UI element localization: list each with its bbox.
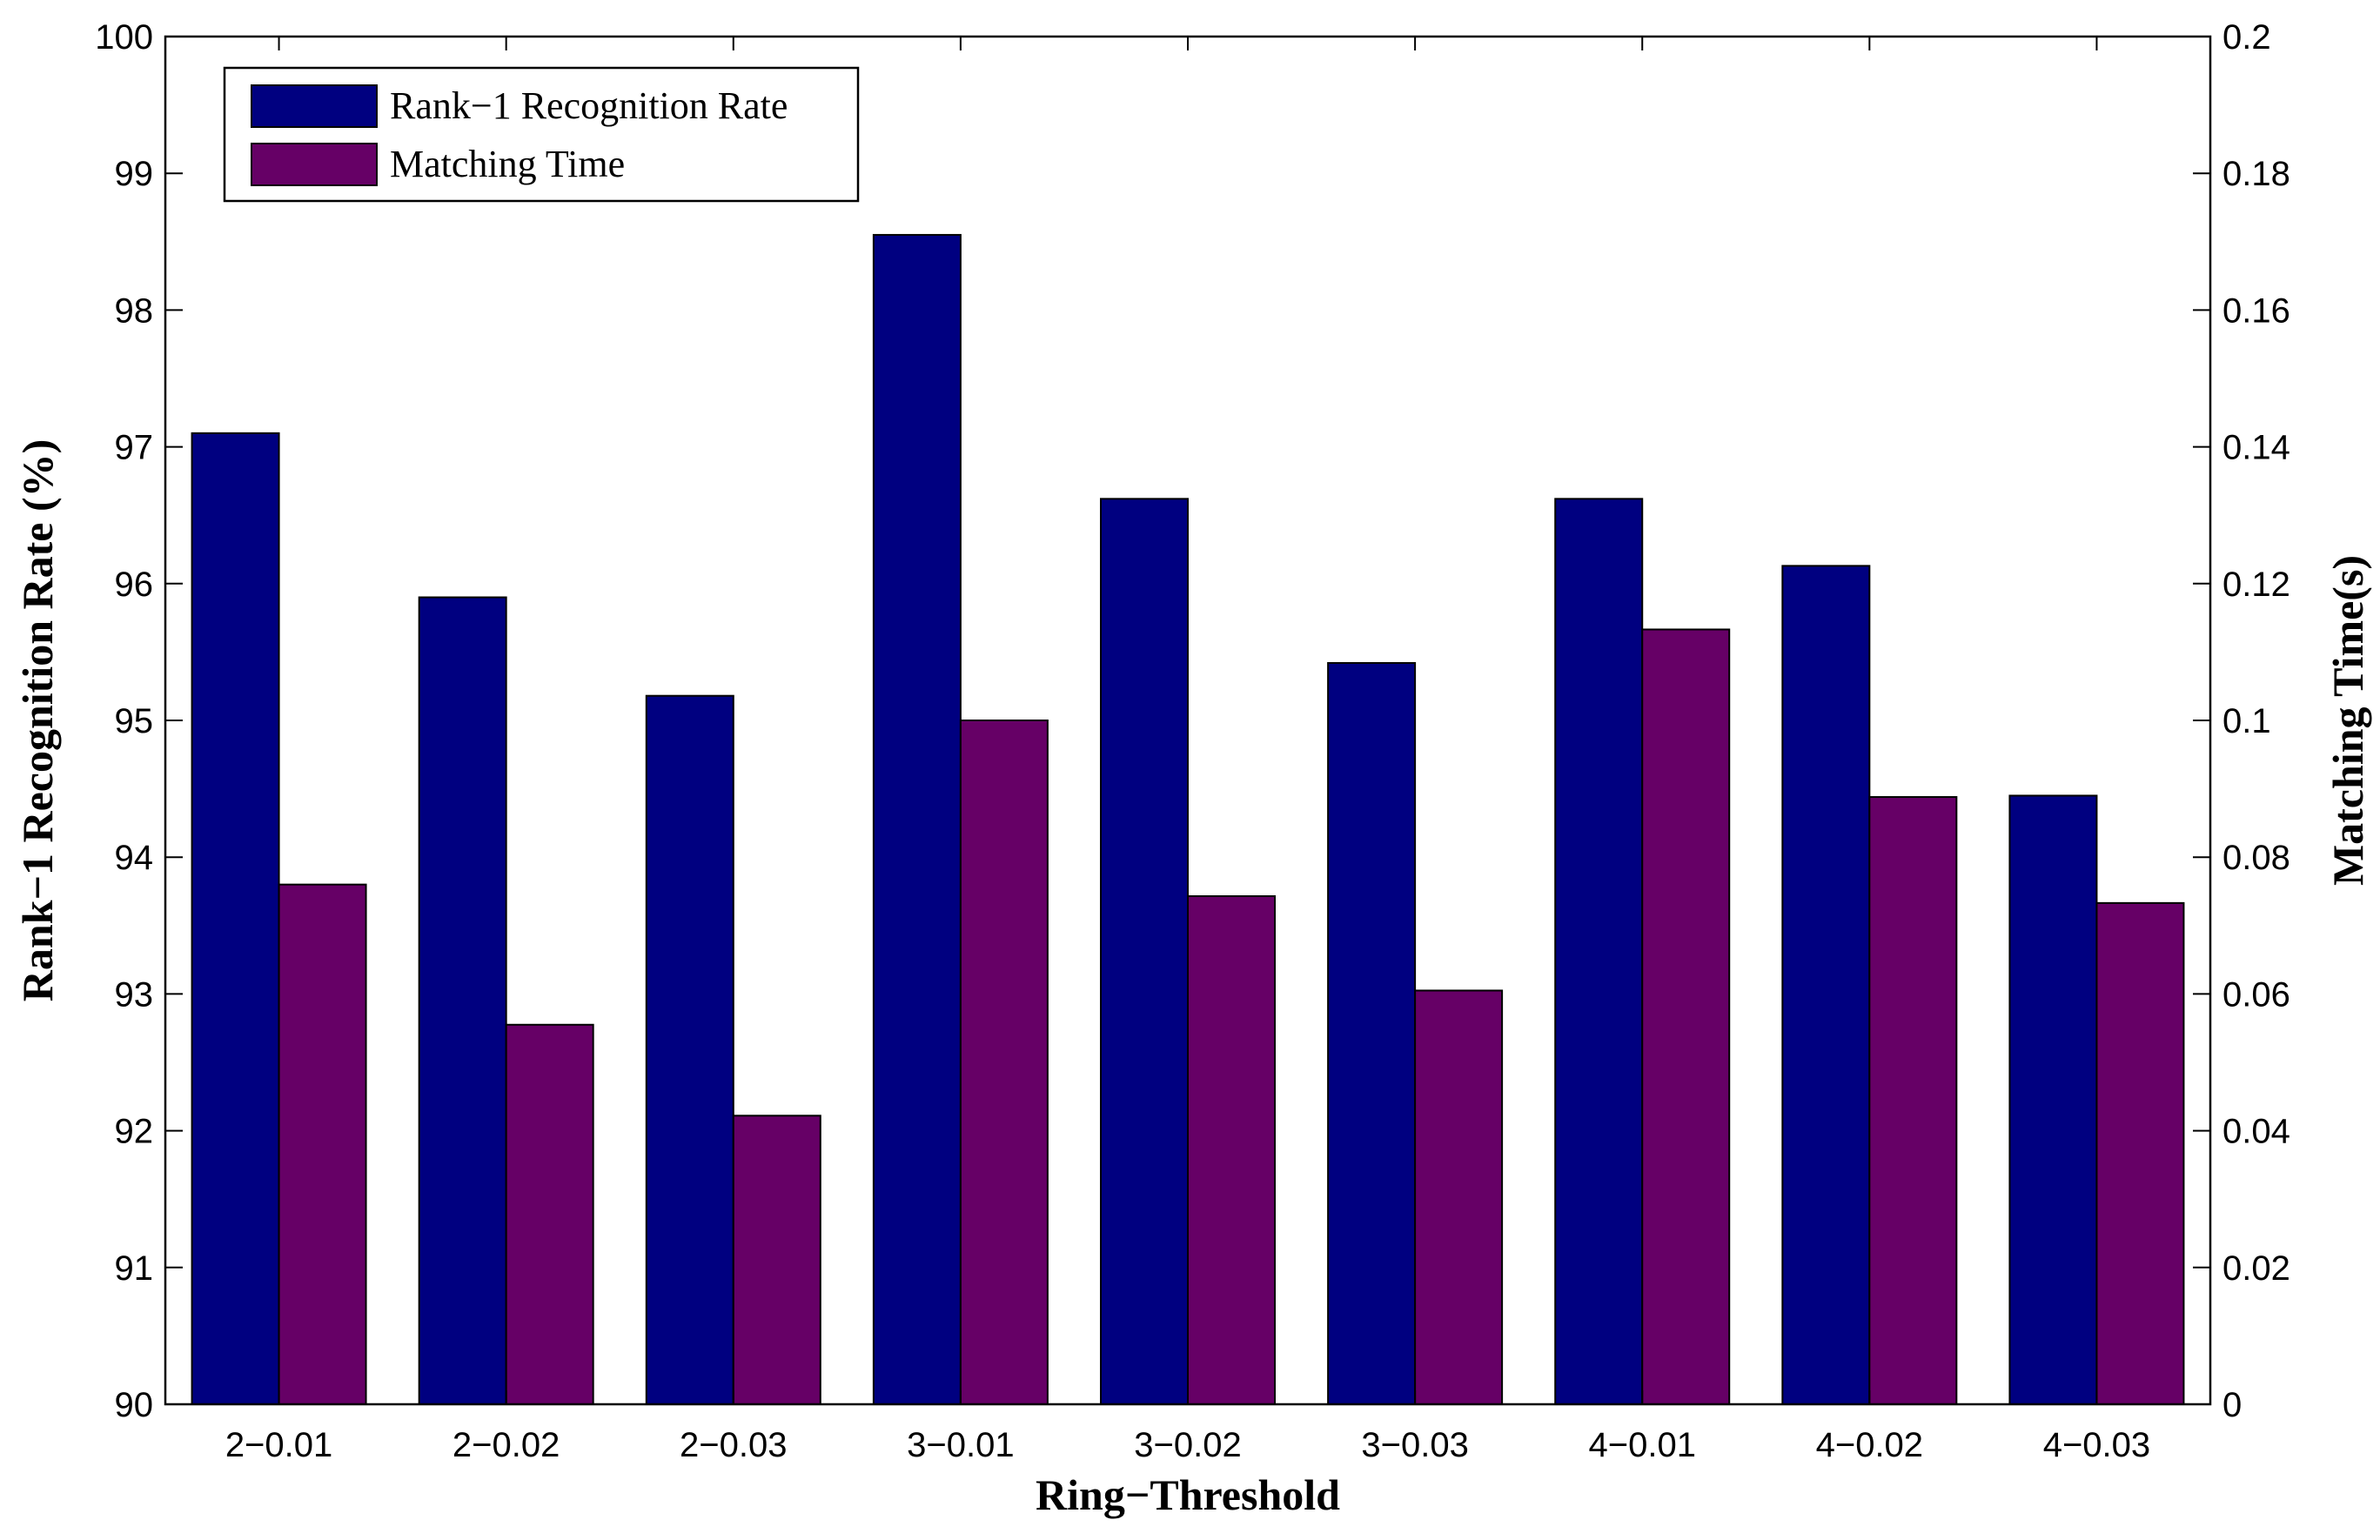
- bar-matching-time-8: [1868, 796, 1958, 1405]
- legend-label-matching-time: Matching Time: [390, 143, 625, 185]
- bar-recognition-rate-6: [1327, 661, 1417, 1405]
- x-tick-label-3: 2−0.03: [680, 1426, 787, 1464]
- x-tick-label-6: 3−0.03: [1361, 1426, 1468, 1464]
- tick-labels-group: 2−0.01 2−0.02 2−0.03 3−0.01 3−0.02 3−0.03 4−0.…: [95, 18, 2290, 1464]
- y-axis-title-right: Matching Time(s): [2323, 555, 2372, 886]
- y-tick-label-right-8: 0.14: [2222, 429, 2290, 467]
- y-tick-label-right-10: 0.18: [2222, 155, 2290, 193]
- y-tick-label-right-4: 0.06: [2222, 975, 2290, 1014]
- y-tick-label-left-9: 98: [115, 291, 154, 330]
- y-tick-label-right-6: 0.1: [2222, 702, 2271, 740]
- y-tick-label-right-1: 0: [2222, 1386, 2242, 1424]
- x-tick-label-9: 4−0.03: [2043, 1426, 2150, 1464]
- y-tick-label-left-10: 99: [115, 155, 154, 193]
- x-tick-label-4: 3−0.01: [907, 1426, 1014, 1464]
- bar-recognition-rate-8: [1781, 565, 1871, 1405]
- bar-recognition-rate-4: [872, 233, 962, 1406]
- legend-label-recognition-rate: Rank−1 Recognition Rate: [390, 84, 788, 127]
- legend: Rank−1 Recognition Rate Matching Time: [223, 66, 860, 203]
- bar-recognition-rate-9: [2008, 794, 2098, 1405]
- y-tick-label-left-3: 92: [115, 1113, 154, 1151]
- y-tick-label-right-9: 0.16: [2222, 291, 2290, 330]
- bar-recognition-rate-1: [191, 432, 280, 1405]
- x-tick-label-8: 4−0.02: [1816, 1426, 1923, 1464]
- bar-matching-time-1: [278, 883, 367, 1405]
- y-tick-label-left-4: 93: [115, 975, 154, 1014]
- y-tick-label-right-3: 0.04: [2222, 1113, 2290, 1151]
- legend-swatch-recognition-rate: [251, 84, 378, 128]
- x-tick-label-5: 3−0.02: [1134, 1426, 1241, 1464]
- bar-matching-time-4: [959, 720, 1049, 1405]
- y-tick-label-right-5: 0.08: [2222, 839, 2290, 877]
- y-tick-label-left-7: 96: [115, 566, 154, 604]
- bar-matching-time-5: [1187, 895, 1276, 1405]
- bar-recognition-rate-3: [645, 694, 734, 1405]
- bar-matching-time-2: [505, 1023, 594, 1406]
- y-tick-label-right-2: 0.02: [2222, 1249, 2290, 1288]
- ticks-group: [165, 36, 2210, 1405]
- legend-swatch-matching-time: [251, 143, 378, 186]
- bar-matching-time-6: [1414, 989, 1504, 1405]
- bar-recognition-rate-7: [1554, 498, 1644, 1405]
- y-tick-label-left-6: 95: [115, 702, 154, 740]
- y-tick-label-right-11: 0.2: [2222, 18, 2271, 57]
- y-tick-label-left-2: 91: [115, 1249, 154, 1288]
- x-axis-title: Ring−Threshold: [1036, 1470, 1340, 1519]
- y-axis-title-left: Rank−1 Recognition Rate (%): [13, 439, 62, 1002]
- bar-matching-time-9: [2095, 901, 2185, 1406]
- bar-recognition-rate-2: [418, 596, 507, 1405]
- bar-matching-time-3: [732, 1115, 821, 1405]
- x-tick-label-2: 2−0.02: [453, 1426, 560, 1464]
- x-tick-label-1: 2−0.01: [225, 1426, 332, 1464]
- bar-matching-time-7: [1641, 628, 1731, 1405]
- y-tick-label-right-7: 0.12: [2222, 566, 2290, 604]
- bar-recognition-rate-5: [1100, 498, 1189, 1405]
- y-tick-label-left-8: 97: [115, 429, 154, 467]
- x-tick-label-7: 4−0.01: [1588, 1426, 1695, 1464]
- y-tick-label-left-5: 94: [115, 839, 154, 877]
- bars-group: [191, 233, 2185, 1406]
- y-tick-label-left-11: 100: [95, 18, 153, 57]
- y-tick-label-left-1: 90: [115, 1386, 154, 1424]
